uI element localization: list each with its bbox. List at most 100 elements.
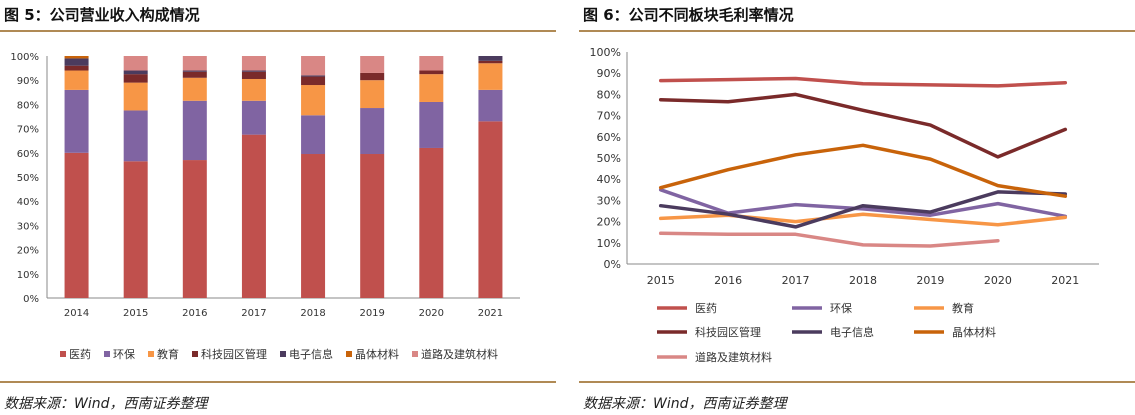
y-tick-label: 20%	[597, 216, 621, 229]
bar-segment-教育	[360, 80, 385, 109]
bar-segment-教育	[182, 77, 207, 101]
bar-segment-教育	[64, 70, 89, 90]
bar-segment-道路及建筑材料	[419, 56, 444, 71]
bar-segment-医药	[123, 161, 148, 298]
bar-segment-环保	[360, 108, 385, 155]
bar-segment-医药	[419, 147, 444, 298]
y-tick-label: 80%	[597, 88, 621, 101]
right-title-rule	[579, 30, 1135, 32]
bar-segment-电子信息	[478, 56, 503, 61]
bar-segment-医药	[301, 154, 326, 298]
bar-segment-科技园区管理	[182, 71, 207, 78]
bar-segment-科技园区管理	[419, 70, 444, 75]
y-tick-label: 40%	[597, 173, 621, 186]
legend-label: 科技园区管理	[695, 325, 761, 339]
left-figure-panel: 图 5：公司营业收入构成情况 0% 10% 20% 30% 40% 50% 60% 70% 80…	[0, 0, 556, 415]
legend-label: 医药	[69, 348, 91, 361]
y-tick-label: 40%	[17, 197, 39, 208]
left-title-rule	[0, 30, 556, 32]
bar-segment-科技园区管理	[301, 76, 326, 86]
bar-segment-电子信息	[64, 58, 89, 66]
bar-segment-电子信息	[123, 70, 148, 75]
legend-swatch	[280, 351, 286, 357]
legend-label: 教育	[952, 301, 974, 315]
bar-segment-教育	[123, 82, 148, 111]
y-tick-label: 70%	[597, 110, 621, 123]
y-tick-label: 100%	[10, 52, 39, 63]
y-tick-label: 10%	[597, 237, 621, 250]
right-footer-rule	[579, 381, 1135, 383]
x-tick-label: 2018	[849, 274, 877, 287]
series-line-晶体材料	[658, 143, 1068, 198]
y-tick-label: 10%	[17, 270, 39, 281]
legend-label: 科技园区管理	[201, 347, 267, 361]
bar-segment-电子信息	[182, 70, 207, 72]
x-tick-label: 2020	[984, 274, 1012, 287]
bar-segment-环保	[241, 100, 266, 135]
x-tick-label: 2019	[359, 308, 384, 319]
bar-segment-环保	[123, 110, 148, 162]
bar-segment-电子信息	[241, 70, 266, 72]
x-tick-label: 2016	[182, 308, 207, 319]
bar-segment-环保	[182, 100, 207, 161]
legend-label: 晶体材料	[952, 325, 996, 339]
bar-segment-环保	[301, 115, 326, 155]
right-figure-title: 图 6：公司不同板块毛利率情况	[583, 6, 794, 24]
y-tick-label: 100%	[590, 46, 621, 59]
right-figure-panel: 图 6：公司不同板块毛利率情况 0% 10% 20% 30% 40% 50% 60% 70% 8…	[579, 0, 1135, 415]
legend-swatch	[60, 351, 66, 357]
bar-segment-医药	[241, 134, 266, 298]
legend-label: 教育	[157, 347, 179, 361]
legend-swatch	[148, 351, 154, 357]
y-tick-label: 50%	[17, 173, 39, 184]
series-line-医药	[658, 76, 1068, 88]
bar-segment-医药	[360, 154, 385, 298]
x-tick-label: 2017	[241, 308, 266, 319]
stacked-bar-chart: 0% 10% 20% 30% 40% 50% 60% 70% 80% 90% 100% 2014 201…	[10, 52, 520, 361]
bar-segment-科技园区管理	[360, 72, 385, 81]
legend-swatch	[104, 351, 110, 357]
x-tick-label: 2017	[782, 274, 810, 287]
y-tick-label: 0%	[604, 258, 621, 271]
legend-label: 环保	[830, 301, 852, 315]
bar-segment-教育	[419, 74, 444, 102]
series-line-电子信息	[658, 190, 1068, 229]
legend-swatch	[192, 351, 198, 357]
bar-segment-道路及建筑材料	[123, 56, 148, 71]
right-source-note: 数据来源：Wind，西南证券整理	[583, 396, 787, 412]
bar-segment-道路及建筑材料	[301, 56, 326, 76]
legend-label: 道路及建筑材料	[695, 350, 772, 364]
legend-swatch	[412, 351, 418, 357]
bar-segment-环保	[64, 89, 89, 153]
y-tick-label: 70%	[17, 125, 39, 136]
x-tick-label: 2014	[64, 308, 89, 319]
y-tick-label: 60%	[597, 131, 621, 144]
legend-label: 环保	[113, 347, 135, 361]
y-tick-label: 20%	[17, 246, 39, 257]
bar-segment-科技园区管理	[64, 65, 89, 71]
x-tick-label: 2021	[478, 308, 503, 319]
bar-segment-教育	[301, 85, 326, 116]
y-tick-label: 80%	[17, 100, 39, 111]
y-tick-label: 90%	[597, 67, 621, 80]
bar-segment-道路及建筑材料	[241, 56, 266, 71]
y-tick-label: 60%	[17, 149, 39, 160]
bar-segment-科技园区管理	[123, 74, 148, 83]
legend-label: 道路及建筑材料	[421, 347, 498, 361]
bar-segment-道路及建筑材料	[182, 56, 207, 71]
x-tick-label: 2021	[1051, 274, 1079, 287]
bar-segment-环保	[419, 101, 444, 148]
bar-segment-电子信息	[301, 75, 326, 77]
bar-segment-医药	[478, 121, 503, 298]
left-figure-title: 图 5：公司营业收入构成情况	[4, 6, 200, 24]
legend-label: 电子信息	[289, 347, 333, 361]
bar-segment-医药	[64, 152, 89, 298]
bar-segment-教育	[241, 78, 266, 101]
left-footer-rule	[0, 381, 556, 383]
series-line-教育	[658, 212, 1068, 227]
x-tick-label: 2019	[916, 274, 944, 287]
legend-swatch	[346, 351, 352, 357]
y-tick-label: 0%	[23, 294, 39, 305]
series-line-科技园区管理	[658, 92, 1068, 159]
legend-label: 晶体材料	[355, 347, 399, 361]
